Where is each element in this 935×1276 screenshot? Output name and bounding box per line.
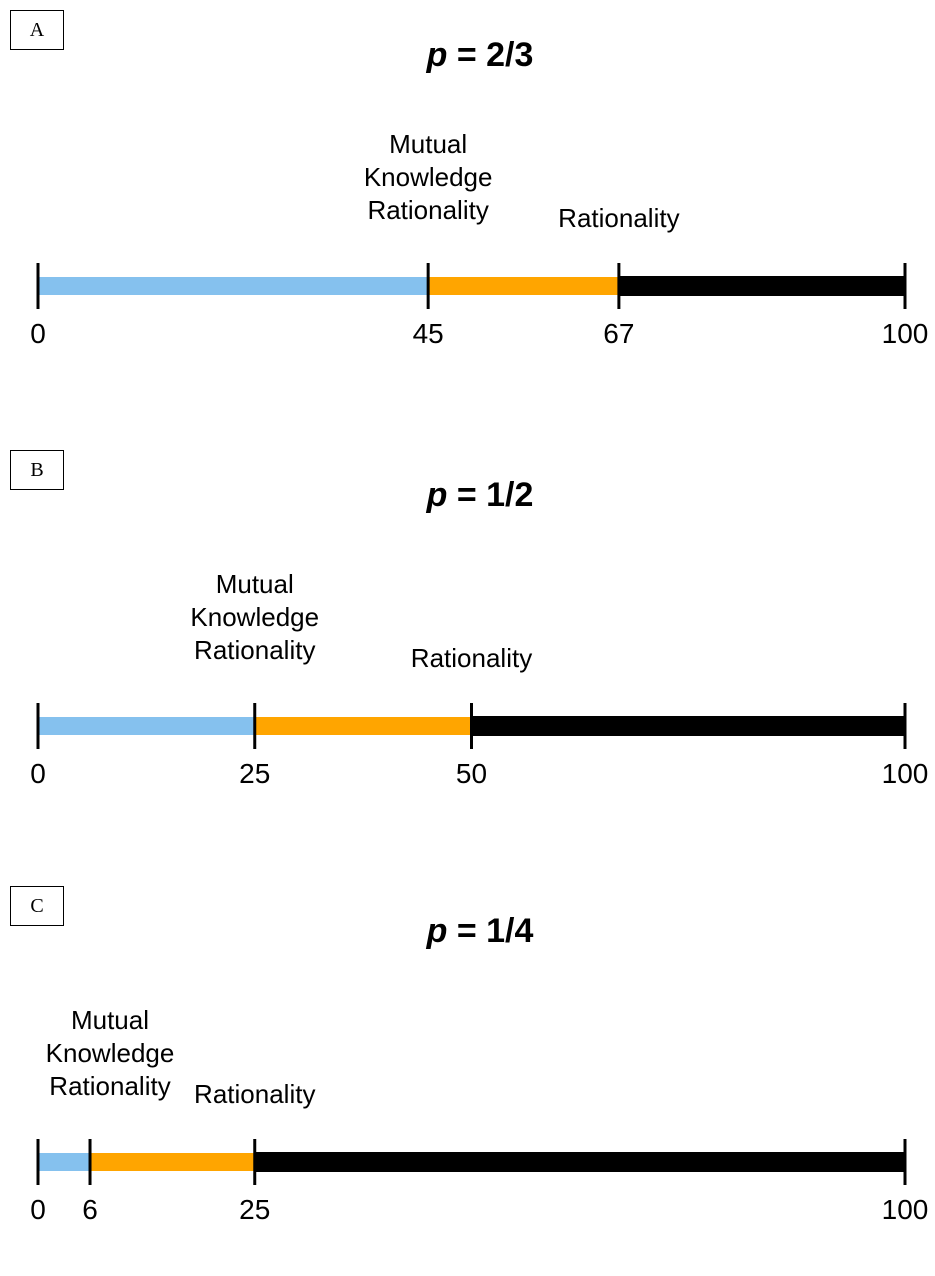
mutual-knowledge-label-line: Knowledge <box>45 1038 175 1068</box>
segment-irrational <box>254 1152 905 1172</box>
rationality-label: Rationality <box>558 203 680 233</box>
panel-a: A p = 2/3 Mutual Knowledge Rationality Rat… <box>0 0 935 400</box>
tick-label: 25 <box>239 1194 271 1225</box>
rationality-label: Rationality <box>194 1079 316 1109</box>
title-value: = 1/2 <box>447 476 534 514</box>
panel-label: C <box>10 886 64 926</box>
tick-label: 100 <box>881 758 929 789</box>
mutual-knowledge-label-line: Mutual <box>389 129 468 159</box>
number-line <box>36 263 907 309</box>
mutual-knowledge-label-line: Rationality <box>367 195 489 225</box>
panel-label: B <box>10 450 64 490</box>
tick-label: 67 <box>603 318 635 349</box>
mutual-knowledge-label: Mutual Knowledge Rationality <box>318 128 538 227</box>
number-line <box>36 1139 907 1185</box>
tick-label: 25 <box>239 758 271 789</box>
mutual-knowledge-label: Mutual Knowledge Rationality <box>0 1004 220 1103</box>
tick-label: 45 <box>412 318 444 349</box>
tick-label: 0 <box>30 318 46 349</box>
tick-label: 0 <box>30 758 46 789</box>
tick-label: 0 <box>30 1194 46 1225</box>
number-line <box>36 703 907 749</box>
mutual-knowledge-label-line: Knowledge <box>190 602 320 632</box>
title-variable: p <box>426 476 448 514</box>
title-value: = 1/4 <box>447 912 534 950</box>
tick-label: 100 <box>881 1194 929 1225</box>
mutual-knowledge-label-line: Rationality <box>194 635 316 665</box>
panel-label: A <box>10 10 64 50</box>
segment-mutual-knowledge <box>38 1153 91 1171</box>
segment-rationality <box>90 1153 255 1171</box>
rationality-label: Rationality <box>410 643 533 673</box>
segment-mutual-knowledge <box>38 277 429 295</box>
panel-title: p = 1/4 <box>0 912 935 951</box>
segment-irrational <box>471 716 905 736</box>
panel-b: B p = 1/2 Mutual Knowledge Rationality Rat… <box>0 440 935 840</box>
title-variable: p <box>426 912 448 950</box>
segment-rationality <box>428 277 619 295</box>
title-value: = 2/3 <box>447 36 534 74</box>
mutual-knowledge-label: Mutual Knowledge Rationality <box>145 568 365 667</box>
panel-c: C p = 1/4 Mutual Knowledge Rationality Rat… <box>0 876 935 1276</box>
segment-irrational <box>618 276 905 296</box>
panel-title: p = 1/2 <box>0 476 935 515</box>
mutual-knowledge-label-line: Knowledge <box>363 162 493 192</box>
segment-rationality <box>254 717 472 735</box>
mutual-knowledge-label-line: Mutual <box>70 1005 150 1035</box>
tick-label: 100 <box>881 318 929 349</box>
panel-title: p = 2/3 <box>0 36 935 75</box>
mutual-knowledge-label-line: Mutual <box>215 569 294 599</box>
title-variable: p <box>426 36 448 74</box>
segment-mutual-knowledge <box>38 717 255 735</box>
tick-label: 50 <box>455 758 488 789</box>
mutual-knowledge-label-line: Rationality <box>49 1071 171 1101</box>
tick-label: 6 <box>82 1194 98 1225</box>
